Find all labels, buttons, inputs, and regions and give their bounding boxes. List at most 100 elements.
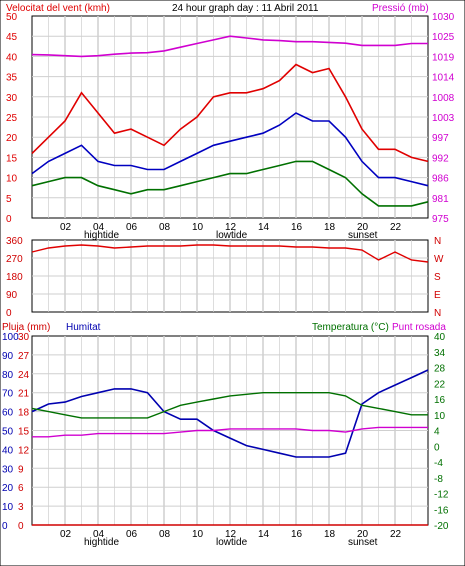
y-right-tick-label: 992 xyxy=(432,153,449,164)
x-tick-label: 02 xyxy=(60,222,72,233)
rain-axis-title: Pluja (mm) xyxy=(2,322,50,333)
temperature-series xyxy=(31,392,428,419)
humidity-axis-title: Humitat xyxy=(66,322,101,333)
y-right-tick-label: 1003 xyxy=(432,113,455,124)
humidity-tick-label: 90 xyxy=(2,351,14,362)
y-right-tick-label: 1008 xyxy=(432,93,455,104)
x-tick-label: 10 xyxy=(192,222,204,233)
x-tick-label: 16 xyxy=(291,529,303,540)
temperature-tick-label: -20 xyxy=(434,521,449,532)
x-tick-label: 08 xyxy=(159,222,171,233)
y-left-tick-label: 360 xyxy=(6,236,23,247)
wind-average-series xyxy=(31,112,429,187)
compass-tick-label: S xyxy=(434,272,441,283)
y-left-tick-label: 25 xyxy=(6,113,18,124)
y-right-tick-label: 1014 xyxy=(432,73,455,84)
y-left-tick-label: 270 xyxy=(6,254,23,265)
y-right-tick-label: 997 xyxy=(432,133,449,144)
x-sub-label: sunset xyxy=(348,537,378,548)
humidity-tick-label: 100 xyxy=(2,332,19,343)
rain-tick-label: 21 xyxy=(18,389,30,400)
rain-tick-label: 3 xyxy=(18,502,24,513)
y-left-tick-label: 0 xyxy=(6,214,12,225)
y-left-tick-label: 10 xyxy=(6,174,18,185)
y-right-tick-label: 986 xyxy=(432,174,449,185)
x-tick-label: 10 xyxy=(192,529,204,540)
x-sub-label: lowtide xyxy=(216,230,248,241)
y-left-tick-label: 0 xyxy=(6,308,12,319)
x-tick-label: 04 xyxy=(93,222,105,233)
x-tick-label: 14 xyxy=(258,529,270,540)
temperature-tick-label: 0 xyxy=(434,442,440,453)
rain-tick-label: 24 xyxy=(18,370,30,381)
humidity-tick-label: 0 xyxy=(2,521,8,532)
humidity-series xyxy=(31,369,429,458)
rain-tick-label: 18 xyxy=(18,408,30,419)
humidity-tick-label: 70 xyxy=(2,389,14,400)
humidity-tick-label: 10 xyxy=(2,502,14,513)
x-tick-label: 22 xyxy=(390,222,402,233)
x-tick-label: 12 xyxy=(225,222,237,233)
x-sub-label: hightide xyxy=(84,537,119,548)
y-left-tick-label: 90 xyxy=(6,290,18,301)
x-sub-label: sunset xyxy=(348,230,378,241)
x-tick-label: 20 xyxy=(357,529,369,540)
humidity-tick-label: 50 xyxy=(2,427,14,438)
x-tick-label: 08 xyxy=(159,529,171,540)
compass-tick-label: N xyxy=(434,236,441,247)
temperature-tick-label: 28 xyxy=(434,364,446,375)
temperature-tick-label: 34 xyxy=(434,348,446,359)
temperature-tick-label: -4 xyxy=(434,458,443,469)
x-tick-label: 18 xyxy=(324,222,336,233)
pressure-series xyxy=(31,35,428,58)
y-left-tick-label: 35 xyxy=(6,73,18,84)
temperature-tick-label: 4 xyxy=(434,427,440,438)
wind-low-series xyxy=(31,160,429,207)
compass-tick-label: W xyxy=(434,254,444,265)
y-right-tick-label: 981 xyxy=(432,194,449,205)
y-left-tick-label: 180 xyxy=(6,272,23,283)
y-right-tick-label: 1019 xyxy=(432,52,455,63)
x-tick-label: 18 xyxy=(324,529,336,540)
y-right-tick-label: 1030 xyxy=(432,12,455,23)
rain-tick-label: 6 xyxy=(18,483,24,494)
y-right-tick-label: 1025 xyxy=(432,32,455,43)
wind-direction-series xyxy=(31,244,429,263)
x-sub-label: hightide xyxy=(84,230,119,241)
compass-tick-label: N xyxy=(434,308,441,319)
compass-tick-label: E xyxy=(434,290,441,301)
y-left-tick-label: 15 xyxy=(6,153,18,164)
graph-title: 24 hour graph day : 11 Abril 2011 xyxy=(172,3,319,14)
rain-tick-label: 15 xyxy=(18,427,30,438)
x-sub-label: lowtide xyxy=(216,537,248,548)
y-left-tick-label: 5 xyxy=(6,194,12,205)
humidity-tick-label: 40 xyxy=(2,445,14,456)
x-tick-label: 14 xyxy=(258,222,270,233)
y-left-tick-label: 45 xyxy=(6,32,18,43)
humidity-tick-label: 20 xyxy=(2,483,14,494)
y-right-tick-label: 975 xyxy=(432,214,449,225)
x-tick-label: 22 xyxy=(390,529,402,540)
y-left-tick-label: 40 xyxy=(6,52,18,63)
wind-speed-series xyxy=(31,63,429,163)
rain-tick-label: 12 xyxy=(18,445,30,456)
x-tick-label: 20 xyxy=(357,222,369,233)
y-left-tick-label: 20 xyxy=(6,133,18,144)
temperature-tick-label: 40 xyxy=(434,332,446,343)
rain-tick-label: 0 xyxy=(18,521,24,532)
temperature-tick-label: 16 xyxy=(434,395,446,406)
wind-axis-title: Velocitat del vent (kmh) xyxy=(6,3,110,14)
pressure-axis-title: Pressió (mb) xyxy=(372,3,429,14)
x-tick-label: 12 xyxy=(225,529,237,540)
temperature-axis-title: Temperatura (°C) xyxy=(312,322,389,333)
temperature-tick-label: -12 xyxy=(434,490,449,501)
x-tick-label: 06 xyxy=(126,529,138,540)
rain-tick-label: 27 xyxy=(18,351,30,362)
x-tick-label: 04 xyxy=(93,529,105,540)
rain-tick-label: 30 xyxy=(18,332,30,343)
dewpoint-axis-title: Punt rosada xyxy=(392,322,446,333)
dewpoint-series xyxy=(32,426,428,438)
y-left-tick-label: 30 xyxy=(6,93,18,104)
temperature-tick-label: 22 xyxy=(434,379,446,390)
